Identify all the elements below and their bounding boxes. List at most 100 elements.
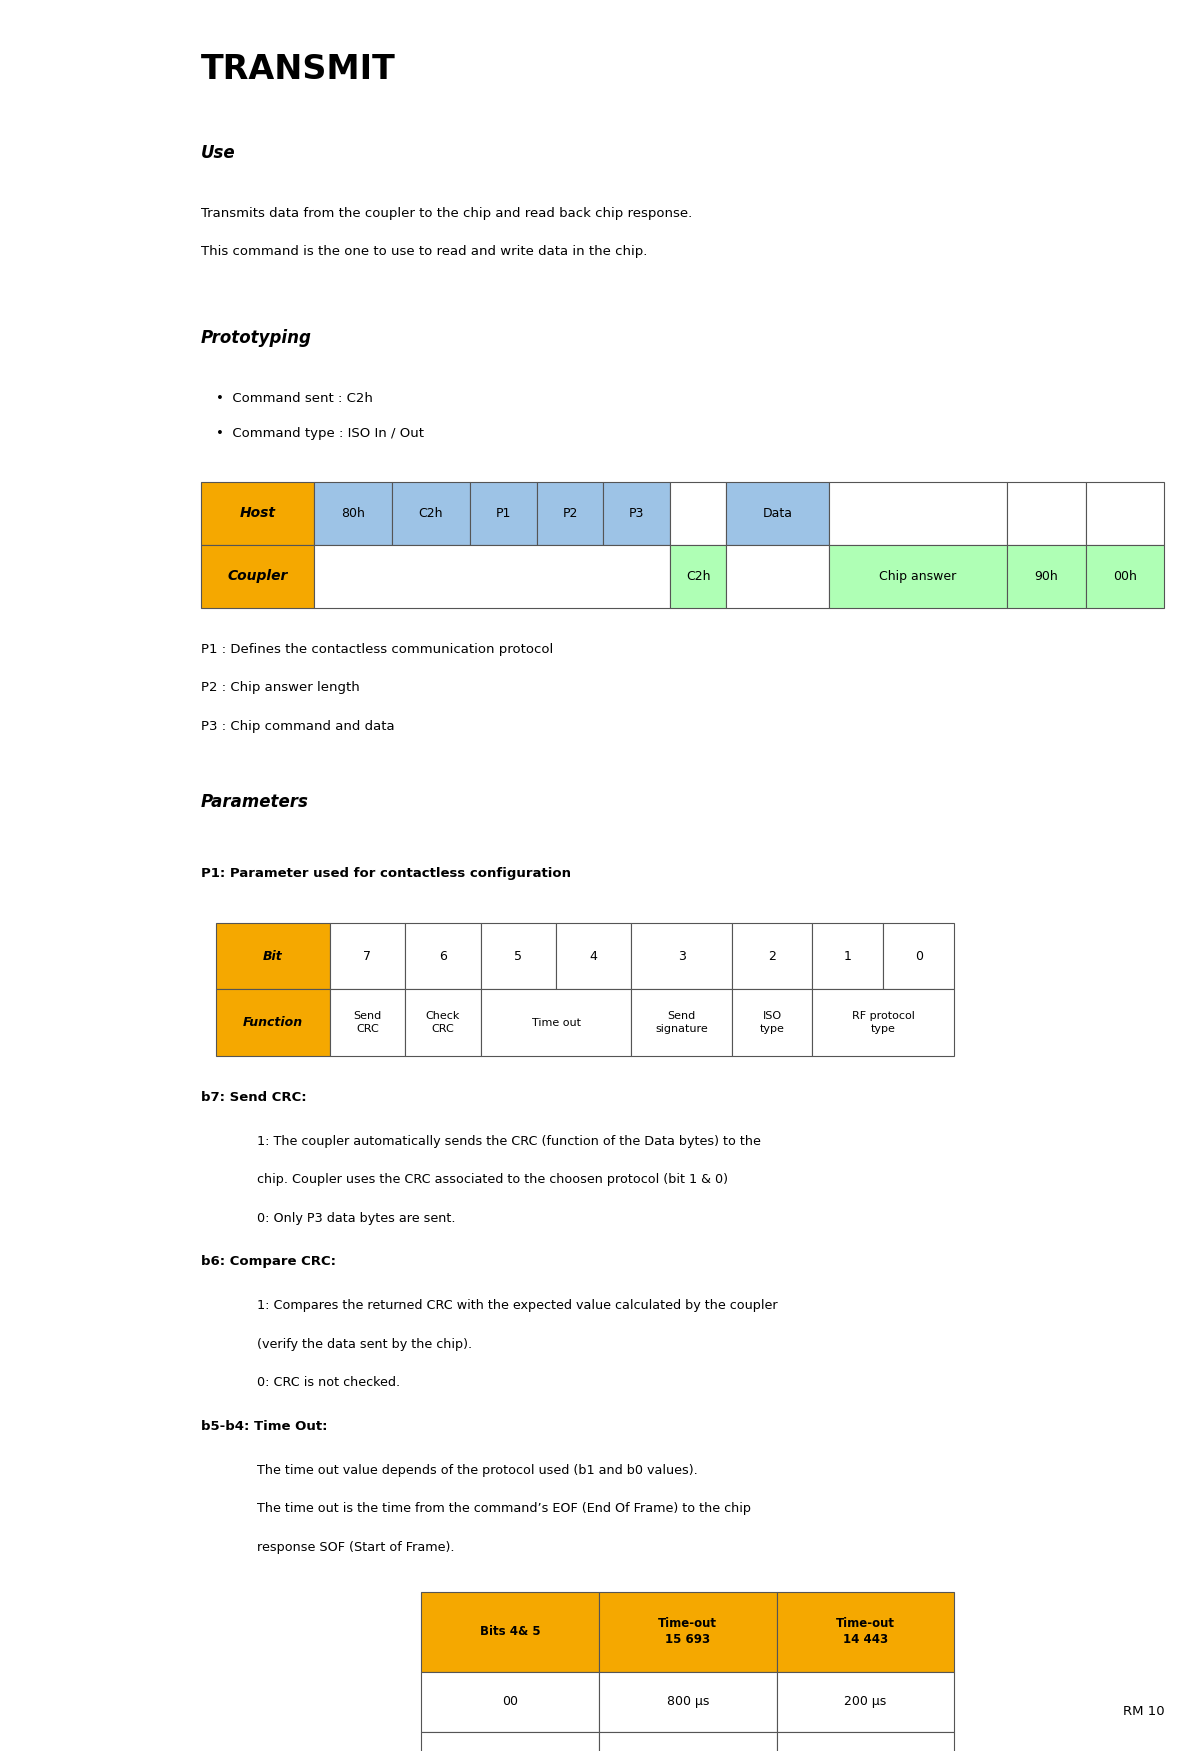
Text: C2h: C2h [418, 506, 443, 520]
Text: P1: Parameter used for contactless configuration: P1: Parameter used for contactless confi… [201, 867, 571, 879]
Bar [732, 923, 812, 989]
Text: RM 10: RM 10 [1123, 1705, 1165, 1718]
Text: P2: P2 [563, 506, 577, 520]
Text: response SOF (Start of Frame).: response SOF (Start of Frame). [257, 1541, 455, 1553]
Bar [776, 1592, 954, 1672]
Bar [726, 545, 829, 608]
Text: The time out is the time from the command’s EOF (End Of Frame) to the chip: The time out is the time from the comman… [257, 1502, 751, 1515]
Bar [405, 923, 481, 989]
Text: b5-b4: Time Out:: b5-b4: Time Out: [201, 1420, 327, 1432]
Bar [217, 923, 329, 989]
Bar [600, 1732, 776, 1751]
Bar [1007, 482, 1085, 545]
Text: Version 1.2: Version 1.2 [36, 1683, 124, 1697]
Bar [469, 482, 537, 545]
Bar [812, 989, 954, 1056]
Text: 2: 2 [768, 949, 776, 963]
Text: P3: P3 [629, 506, 645, 520]
Text: P1 : Defines the contactless communication protocol: P1 : Defines the contactless communicati… [201, 643, 553, 655]
Text: Time out: Time out [532, 1017, 581, 1028]
Bar [776, 1672, 954, 1732]
Text: 90h: 90h [1035, 569, 1058, 583]
Text: Data: Data [763, 506, 793, 520]
Bar [1085, 482, 1165, 545]
Text: 0: 0 [915, 949, 923, 963]
Bar [329, 989, 405, 1056]
Text: P3 : Chip command and data: P3 : Chip command and data [201, 720, 395, 732]
Bar [600, 1592, 776, 1672]
Bar [830, 545, 1007, 608]
Text: Chip answer: Chip answer [879, 569, 956, 583]
Text: Coupler: Coupler [228, 569, 288, 583]
Text: 1: The coupler automatically sends the CRC (function of the Data bytes) to the: 1: The coupler automatically sends the C… [257, 1135, 761, 1147]
Bar [201, 482, 314, 545]
Bar [329, 923, 405, 989]
Text: Use: Use [201, 144, 236, 161]
Bar [632, 923, 732, 989]
Text: b6: Compare CRC:: b6: Compare CRC: [201, 1255, 337, 1268]
Bar [600, 1672, 776, 1732]
Bar [883, 923, 954, 989]
Text: 5: 5 [514, 949, 523, 963]
Text: This command is the one to use to read and write data in the chip.: This command is the one to use to read a… [201, 245, 647, 257]
Bar [726, 482, 829, 545]
Text: Bit: Bit [263, 949, 283, 963]
Bar [671, 545, 726, 608]
Text: The time out value depends of the protocol used (b1 and b0 values).: The time out value depends of the protoc… [257, 1464, 698, 1476]
Text: 0: Only P3 data bytes are sent.: 0: Only P3 data bytes are sent. [257, 1212, 456, 1224]
Bar [812, 923, 883, 989]
Bar [537, 482, 603, 545]
Text: Check
CRC: Check CRC [425, 1012, 460, 1033]
Text: 4: 4 [590, 949, 597, 963]
Text: Coupler - Reference manual: Coupler - Reference manual [59, 550, 101, 1201]
Text: b7: Send CRC:: b7: Send CRC: [201, 1091, 307, 1103]
Text: C2h: C2h [686, 569, 711, 583]
Bar [392, 482, 469, 545]
Bar [603, 482, 671, 545]
Bar [405, 989, 481, 1056]
Bar [830, 482, 1007, 545]
Text: 0: CRC is not checked.: 0: CRC is not checked. [257, 1376, 401, 1389]
Bar [732, 989, 812, 1056]
Bar [1007, 545, 1085, 608]
Text: P2 : Chip answer length: P2 : Chip answer length [201, 681, 360, 693]
Bar [632, 989, 732, 1056]
Bar [1085, 545, 1165, 608]
Text: 6: 6 [438, 949, 447, 963]
Bar [422, 1592, 600, 1672]
Text: Time-out
14 443: Time-out 14 443 [837, 1618, 895, 1646]
Text: ISO
type: ISO type [760, 1012, 784, 1033]
Text: 7: 7 [364, 949, 371, 963]
Text: Send
CRC: Send CRC [353, 1012, 382, 1033]
Text: Send
signature: Send signature [655, 1012, 709, 1033]
Text: 200 µs: 200 µs [845, 1695, 886, 1709]
Bar [671, 482, 726, 545]
Bar [481, 989, 632, 1056]
Bar [314, 545, 671, 608]
Text: RF protocol
type: RF protocol type [852, 1012, 915, 1033]
Text: Bits 4& 5: Bits 4& 5 [480, 1625, 540, 1639]
Text: (verify the data sent by the chip).: (verify the data sent by the chip). [257, 1338, 473, 1350]
Text: TRANSMIT: TRANSMIT [201, 53, 396, 86]
Bar [556, 923, 632, 989]
Bar [314, 482, 392, 545]
Bar [217, 989, 329, 1056]
Text: Parameters: Parameters [201, 793, 309, 811]
Text: 1: 1 [844, 949, 851, 963]
Bar [422, 1672, 600, 1732]
Bar [422, 1732, 600, 1751]
Bar [776, 1732, 954, 1751]
Text: P1: P1 [495, 506, 511, 520]
Text: chip. Coupler uses the CRC associated to the choosen protocol (bit 1 & 0): chip. Coupler uses the CRC associated to… [257, 1173, 729, 1185]
Bar [481, 923, 556, 989]
Text: 80h: 80h [341, 506, 365, 520]
Text: Host: Host [239, 506, 276, 520]
Text: •  Command sent : C2h: • Command sent : C2h [217, 392, 373, 404]
Text: Time-out
15 693: Time-out 15 693 [659, 1618, 717, 1646]
Text: 800 µs: 800 µs [667, 1695, 709, 1709]
Text: Function: Function [243, 1016, 303, 1030]
Text: Prototyping: Prototyping [201, 329, 312, 347]
Text: 00: 00 [502, 1695, 518, 1709]
Text: Transmits data from the coupler to the chip and read back chip response.: Transmits data from the coupler to the c… [201, 207, 692, 219]
Text: •  Command type : ISO In / Out: • Command type : ISO In / Out [217, 427, 424, 440]
